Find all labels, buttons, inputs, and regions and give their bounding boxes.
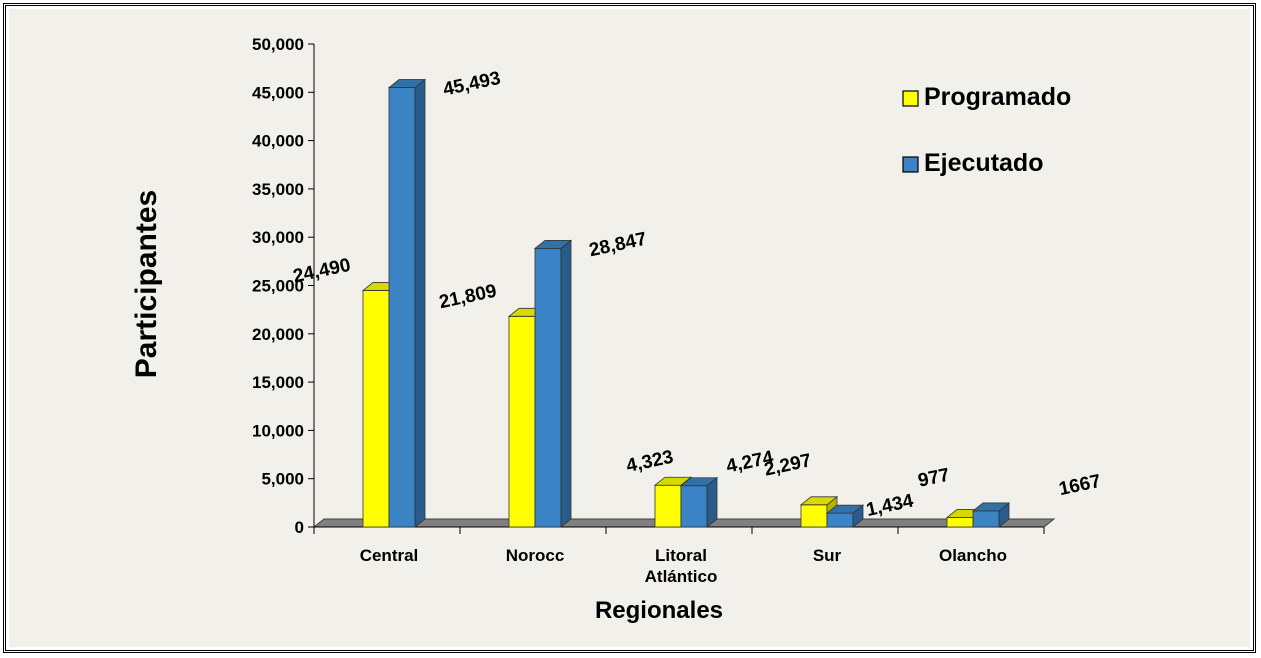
legend: Programado Ejecutado (902, 83, 1071, 177)
bar-top (971, 502, 1011, 512)
y-tick-label: 50,000 (252, 35, 304, 54)
x-axis-title: Regionales (595, 597, 723, 624)
y-tick-label: 5,000 (261, 470, 304, 489)
y-tick-label: 20,000 (252, 325, 304, 344)
bar-top (799, 496, 839, 506)
bar-front (800, 504, 828, 528)
y-tick-label: 15,000 (252, 373, 304, 392)
bar-side (414, 78, 426, 528)
legend-label-programado: Programado (924, 83, 1071, 111)
chart-frame: 0 5,000 10,000 15,000 20,000 25,000 30,000 35,0… (3, 3, 1256, 653)
bar-front (508, 315, 536, 528)
x-tick-label: Central (360, 546, 419, 565)
bar-side (706, 476, 718, 528)
bar-front (534, 247, 562, 528)
bar-top (533, 239, 573, 249)
y-tick-label: 0 (295, 518, 304, 537)
bar-front (826, 512, 854, 528)
y-tick-label: 30,000 (252, 228, 304, 247)
y-tick-label: 45,000 (252, 83, 304, 102)
x-tick-label: Sur (813, 546, 842, 565)
x-tick-label: Norocc (506, 546, 565, 565)
legend-swatch-ejecutado (902, 156, 919, 173)
x-tick-label: Olancho (939, 546, 1007, 565)
bar-ejecutado-3 (825, 504, 865, 528)
y-tick-label: 10,000 (252, 421, 304, 440)
y-tick-label: 25,000 (252, 277, 304, 296)
bar-front (388, 87, 416, 528)
x-tick-label: Litoral Atlántico (645, 546, 718, 586)
bar-ejecutado-4 (971, 502, 1011, 528)
bar-ejecutado-2 (679, 476, 719, 528)
bar-front (654, 484, 682, 528)
y-tick-label: 40,000 (252, 132, 304, 151)
bar-top (825, 504, 865, 514)
bar-ejecutado-0 (387, 78, 427, 528)
bar-top (679, 477, 719, 487)
chart-background (9, 9, 1250, 647)
chart: 0 5,000 10,000 15,000 20,000 25,000 30,000 35,0… (9, 9, 1250, 647)
bar-front (946, 517, 974, 528)
bar-top (387, 79, 427, 88)
bar-side (560, 239, 572, 528)
bar-front (362, 290, 390, 528)
legend-label-ejecutado: Ejecutado (924, 149, 1043, 177)
bar-front (680, 485, 708, 528)
y-tick-label: 35,000 (252, 180, 304, 199)
bar-front (972, 510, 1000, 528)
legend-swatch-programado (902, 90, 919, 107)
y-axis-title: Participantes (130, 190, 163, 378)
bar-ejecutado-1 (533, 239, 573, 528)
bar-top (653, 476, 693, 486)
